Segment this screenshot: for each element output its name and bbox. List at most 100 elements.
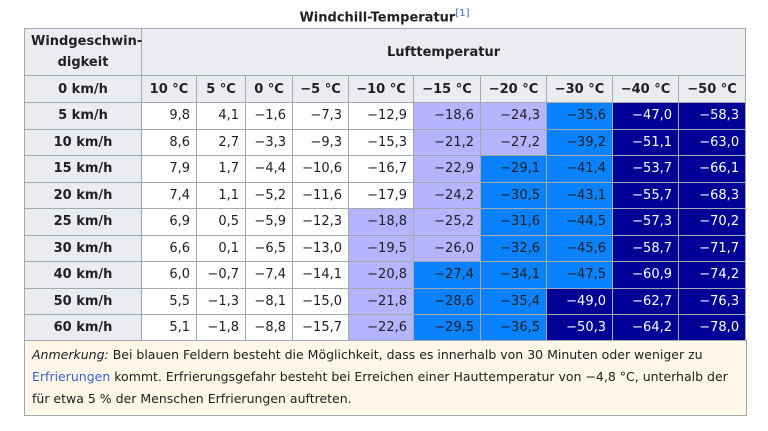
table-cell: 6,0 — [141, 261, 197, 289]
table-cell: −12,9 — [348, 102, 414, 130]
table-cell: 1,7 — [196, 155, 246, 183]
column-header: −5 °C — [292, 75, 349, 103]
table-cell: −57,3 — [612, 208, 679, 236]
table-cell: −24,3 — [480, 102, 547, 130]
table-cell: −30,5 — [480, 181, 547, 209]
column-header: −40 °C — [612, 75, 679, 103]
row-header: 5 km/h — [24, 102, 142, 130]
table-cell: −6,5 — [245, 234, 293, 262]
table-cell: −66,1 — [677, 155, 747, 183]
table-cell: −53,7 — [612, 155, 679, 183]
table-cell: 5,5 — [141, 287, 197, 315]
table-cell: −62,7 — [612, 287, 679, 315]
table-cell: −18,8 — [348, 208, 414, 236]
table-row: 40 km/h 6,0 −0,7 −7,4 −14,1 −20,8 −27,4 −34,1 −4… — [24, 261, 747, 289]
table-cell: 4,1 — [196, 102, 246, 130]
table-cell: −24,2 — [413, 181, 481, 209]
table-row: 5 km/h 9,8 4,1 −1,6 −7,3 −12,9 −18,6 −24,3 −35,6… — [24, 102, 747, 130]
table-cell: −18,6 — [413, 102, 481, 130]
corner-header: Windgeschwin-digkeit — [24, 28, 142, 76]
table-cell: −35,4 — [480, 287, 547, 315]
column-header: 10 °C — [141, 75, 197, 103]
table-cell: −4,4 — [245, 155, 293, 183]
table-cell: −27,2 — [480, 128, 547, 156]
table-cell: −7,3 — [292, 102, 349, 130]
table-row: 15 km/h 7,9 1,7 −4,4 −10,6 −16,7 −22,9 −29,1 −41… — [24, 155, 747, 183]
table-cell: −15,7 — [292, 314, 349, 342]
column-header: −50 °C — [677, 75, 747, 103]
windchill-table: Windgeschwin-digkeit Lufttemperatur 0 km/… — [24, 28, 747, 342]
table-row: 50 km/h 5,5 −1,3 −8,1 −15,0 −21,8 −28,6 −35,4 −4… — [24, 287, 747, 315]
column-header: −15 °C — [413, 75, 481, 103]
table-cell: 7,9 — [141, 155, 197, 183]
note-text: kommt. Erfrierungsgefahr besteht bei Err… — [32, 369, 728, 406]
column-header: −20 °C — [480, 75, 547, 103]
table-cell: −1,8 — [196, 314, 246, 342]
table-cell: 1,1 — [196, 181, 246, 209]
table-cell: −16,7 — [348, 155, 414, 183]
table-cell: −21,2 — [413, 128, 481, 156]
reference-link[interactable]: [1] — [455, 8, 470, 19]
table-cell: −71,7 — [677, 234, 747, 262]
table-row: 25 km/h 6,9 0,5 −5,9 −12,3 −18,8 −25,2 −31,6 −44… — [24, 208, 747, 236]
table-cell: −29,5 — [413, 314, 481, 342]
table-cell: −64,2 — [612, 314, 679, 342]
table-cell: −21,8 — [348, 287, 414, 315]
group-header: Lufttemperatur — [140, 28, 747, 76]
table-cell: 6,9 — [141, 208, 197, 236]
note-label: Anmerkung: — [32, 347, 109, 362]
row-header: 20 km/h — [24, 181, 142, 209]
row-header: 0 km/h — [24, 75, 142, 103]
table-cell: −74,2 — [677, 261, 747, 289]
table-cell: −3,3 — [245, 128, 293, 156]
table-cell: −39,2 — [546, 128, 613, 156]
note-link[interactable]: Erfrierungen — [32, 369, 111, 384]
column-header: −30 °C — [546, 75, 613, 103]
table-cell: −50,3 — [546, 314, 613, 342]
table-cell: 0,5 — [196, 208, 246, 236]
row-header: 40 km/h — [24, 261, 142, 289]
column-header: 5 °C — [196, 75, 246, 103]
table-cell: −41,4 — [546, 155, 613, 183]
table-cell: −22,6 — [348, 314, 414, 342]
table-cell: −29,1 — [480, 155, 547, 183]
table-cell: −63,0 — [677, 128, 747, 156]
table-cell: −32,6 — [480, 234, 547, 262]
row-header: 60 km/h — [24, 314, 142, 342]
table-cell: −35,6 — [546, 102, 613, 130]
table-cell: −58,3 — [677, 102, 747, 130]
column-header: −10 °C — [348, 75, 414, 103]
table-cell: −19,5 — [348, 234, 414, 262]
table-cell: −68,3 — [677, 181, 747, 209]
table-cell: −55,7 — [612, 181, 679, 209]
table-cell: 9,8 — [141, 102, 197, 130]
note: Anmerkung: Bei blauen Feldern besteht di… — [24, 340, 747, 416]
caption: Windchill-Temperatur[1] — [24, 8, 745, 25]
table-cell: −43,1 — [546, 181, 613, 209]
table-cell: −10,6 — [292, 155, 349, 183]
table-cell: −58,7 — [612, 234, 679, 262]
table-cell: −14,1 — [292, 261, 349, 289]
table-cell: −5,9 — [245, 208, 293, 236]
table-cell: −28,6 — [413, 287, 481, 315]
table-cell: −1,3 — [196, 287, 246, 315]
row-header: 50 km/h — [24, 287, 142, 315]
table-cell: −70,2 — [677, 208, 747, 236]
note-text: Bei blauen Feldern besteht die Möglichke… — [108, 347, 703, 362]
table-cell: −22,9 — [413, 155, 481, 183]
table-cell: −78,0 — [677, 314, 747, 342]
caption-title: Windchill-Temperatur — [299, 10, 456, 26]
table-cell: −8,1 — [245, 287, 293, 315]
table-row: 20 km/h 7,4 1,1 −5,2 −11,6 −17,9 −24,2 −30,5 −43… — [24, 181, 747, 209]
table-cell: 0,1 — [196, 234, 246, 262]
row-header: 30 km/h — [24, 234, 142, 262]
table-cell: −34,1 — [480, 261, 547, 289]
table-cell: −0,7 — [196, 261, 246, 289]
table-cell: −47,5 — [546, 261, 613, 289]
table-cell: −44,5 — [546, 208, 613, 236]
table-cell: 6,6 — [141, 234, 197, 262]
table-cell: −47,0 — [612, 102, 679, 130]
table-cell: −49,0 — [546, 287, 613, 315]
table-row: 30 km/h 6,6 0,1 −6,5 −13,0 −19,5 −26,0 −32,6 −45… — [24, 234, 747, 262]
row-header: 10 km/h — [24, 128, 142, 156]
